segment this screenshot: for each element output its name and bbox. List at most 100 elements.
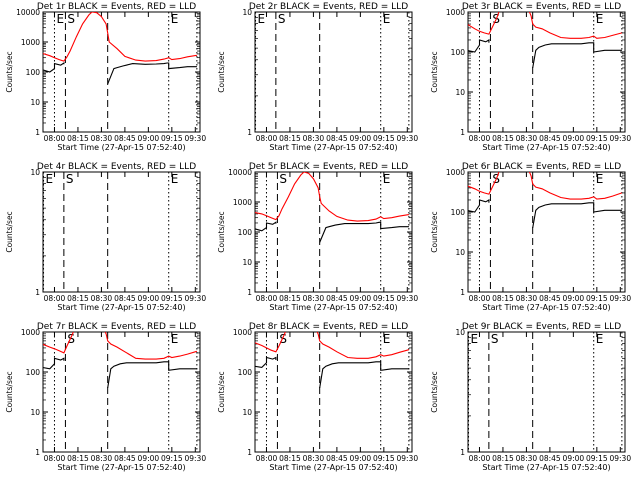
panel-det-3: Det 3r BLACK = Events, RED = LLD 1 10 100 10… (430, 2, 631, 152)
y-tick-label: 10 (242, 8, 252, 17)
x-tick-label: 09:15 (161, 294, 183, 303)
y-tick-label: 10 (30, 408, 40, 417)
y-axis-label: Counts/sec (430, 371, 439, 412)
y-tick-label: 10 (455, 88, 465, 97)
y-tick-label: 1 (35, 128, 40, 137)
x-tick-label: 08:00 (44, 454, 66, 463)
plot-frame (254, 171, 413, 293)
x-tick-label: 09:00 (350, 454, 372, 463)
x-tick-label: 08:45 (114, 454, 136, 463)
x-tick-label: 08:45 (539, 134, 561, 143)
plot-title: Det 3r BLACK = Events, RED = LLD (462, 2, 621, 12)
x-tick-label: 08:30 (303, 454, 325, 463)
y-axis-label: Counts/sec (5, 371, 14, 412)
marker-label: E (46, 172, 54, 186)
marker-label: S (279, 332, 287, 346)
x-tick-label: 09:15 (373, 454, 395, 463)
x-axis-label: Start Time (27-Apr-15 07:52:40) (269, 463, 397, 472)
plot-frame (467, 171, 626, 293)
y-axis-label: Counts/sec (430, 211, 439, 252)
y-tick-label: 100 (26, 68, 41, 77)
x-tick-label: 08:00 (256, 294, 278, 303)
y-axis-label: Counts/sec (217, 371, 226, 412)
x-tick-label: 09:00 (138, 454, 160, 463)
x-axis-label: Start Time (27-Apr-15 07:52:40) (57, 303, 185, 312)
x-tick-label: 08:15 (279, 454, 301, 463)
series-line-lld (255, 172, 409, 222)
x-tick-label: 08:30 (516, 294, 538, 303)
x-tick-label: 08:15 (67, 134, 89, 143)
y-axis-label: Counts/sec (430, 51, 439, 92)
plot-frame (254, 331, 413, 453)
plot-title: Det 2r BLACK = Events, RED = LLD (249, 2, 408, 12)
marker-label: E (171, 12, 179, 26)
x-tick-label: 09:30 (609, 294, 631, 303)
y-tick-label: 1000 (233, 198, 252, 207)
y-axis-label: Counts/sec (5, 211, 14, 252)
y-tick-label: 1000 (446, 168, 465, 177)
x-tick-label: 08:45 (114, 134, 136, 143)
y-tick-label: 1000 (233, 328, 252, 337)
x-axis-label: Start Time (27-Apr-15 07:52:40) (269, 143, 397, 152)
panel-det-4: Det 4r BLACK = Events, RED = LLD 1 10 Count… (5, 162, 206, 312)
series-line-lld (43, 332, 198, 360)
series-line-lld (468, 172, 623, 200)
marker-label: S (67, 12, 75, 26)
x-tick-label: 09:00 (563, 134, 585, 143)
y-tick-label: 10 (30, 98, 40, 107)
x-tick-label: 08:00 (469, 134, 491, 143)
x-tick-label: 08:00 (44, 294, 66, 303)
marker-label: S (279, 172, 287, 186)
plot-title: Det 6r BLACK = Events, RED = LLD (462, 162, 621, 172)
x-tick-label: 08:00 (44, 134, 66, 143)
marker-label: E (171, 332, 179, 346)
x-tick-label: 09:30 (396, 454, 418, 463)
x-tick-label: 09:00 (563, 454, 585, 463)
y-axis-label: Counts/sec (217, 51, 226, 92)
y-tick-label: 1 (247, 448, 252, 457)
x-tick-label: 08:30 (303, 294, 325, 303)
plot-frame (254, 11, 413, 133)
x-tick-label: 08:45 (326, 294, 348, 303)
x-tick-label: 09:15 (161, 134, 183, 143)
x-tick-label: 08:00 (469, 294, 491, 303)
series-line-events (255, 221, 409, 243)
x-tick-label: 09:30 (184, 134, 206, 143)
x-axis-label: Start Time (27-Apr-15 07:52:40) (57, 463, 185, 472)
plot-title: Det 7r BLACK = Events, RED = LLD (37, 322, 196, 332)
x-tick-label: 09:30 (184, 454, 206, 463)
x-tick-label: 08:45 (326, 454, 348, 463)
y-tick-label: 1 (460, 128, 465, 137)
x-tick-label: 09:15 (161, 454, 183, 463)
panel-det-6: Det 6r BLACK = Events, RED = LLD 1 10 100 10… (430, 162, 631, 312)
panel-det-7: Det 7r BLACK = Events, RED = LLD 1 10 100 10… (5, 322, 206, 472)
x-tick-label: 08:30 (516, 454, 538, 463)
x-tick-label: 09:00 (138, 134, 160, 143)
series-line-lld (468, 12, 623, 39)
marker-label: S (67, 332, 75, 346)
x-tick-label: 09:00 (138, 294, 160, 303)
y-axis-label: Counts/sec (5, 51, 14, 92)
plot-frame (467, 11, 626, 133)
x-axis-label: Start Time (27-Apr-15 07:52:40) (482, 463, 610, 472)
marker-label: S (66, 172, 74, 186)
x-tick-label: 09:15 (586, 294, 608, 303)
y-tick-label: 1 (460, 448, 465, 457)
x-tick-label: 08:45 (114, 294, 136, 303)
x-tick-label: 08:15 (492, 294, 514, 303)
x-tick-label: 09:15 (373, 134, 395, 143)
series-line-lld (255, 332, 410, 359)
y-axis-label: Counts/sec (217, 211, 226, 252)
plot-title: Det 9r BLACK = Events, RED = LLD (462, 322, 621, 332)
marker-label: E (383, 172, 391, 186)
x-tick-label: 09:30 (609, 134, 631, 143)
y-tick-label: 1 (35, 288, 40, 297)
x-tick-label: 08:15 (67, 454, 89, 463)
series-line-lld (43, 12, 197, 62)
x-tick-label: 08:15 (67, 294, 89, 303)
panel-det-2: Det 2r BLACK = Events, RED = LLD 1 10 Count… (217, 2, 418, 152)
panel-det-9: Det 9r BLACK = Events, RED = LLD 1 10 Count… (430, 322, 631, 472)
marker-label: E (171, 172, 179, 186)
marker-label: S (278, 12, 286, 26)
